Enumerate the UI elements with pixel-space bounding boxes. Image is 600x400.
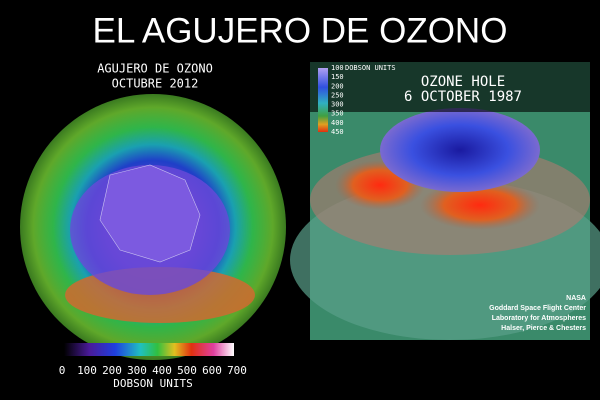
colorbar-tick: 400 bbox=[152, 364, 172, 377]
credit: NASA bbox=[566, 295, 586, 302]
legend-tick: 250 bbox=[331, 91, 344, 99]
credit: Laboratory for Atmospheres bbox=[492, 315, 586, 322]
colorbar-tick: 200 bbox=[102, 364, 122, 377]
legend-tick: 350 bbox=[331, 110, 344, 118]
colorbar-tick: 300 bbox=[127, 364, 147, 377]
right-title: OZONE HOLE bbox=[421, 74, 505, 90]
legend-tick: 200 bbox=[331, 82, 344, 90]
credit: Goddard Space Flight Center bbox=[489, 305, 586, 312]
right-date: 6 OCTOBER 1987 bbox=[404, 89, 522, 105]
colorbar-tick: 100 bbox=[77, 364, 97, 377]
colorbar-tick: 0 bbox=[59, 364, 66, 377]
legend-unit: DOBSON UNITS bbox=[345, 64, 396, 72]
legend-tick: 450 bbox=[331, 128, 344, 136]
colorbar-tick: 600 bbox=[202, 364, 222, 377]
colorbar-unit: DOBSON UNITS bbox=[113, 377, 192, 390]
legend-tick: 300 bbox=[331, 101, 344, 109]
colorbar-tick: 700 bbox=[227, 364, 247, 377]
legend-tick: 150 bbox=[331, 73, 344, 81]
credit: Halser, Pierce & Chesters bbox=[501, 325, 586, 332]
legend-tick: 400 bbox=[331, 119, 344, 127]
left-image: AGUJERO DE OZONO OCTUBRE 2012 0 100 200 300… bbox=[20, 62, 286, 390]
legend-bar bbox=[318, 68, 328, 132]
colorbar-tick: 500 bbox=[177, 364, 197, 377]
legend-tick: 100 bbox=[331, 64, 344, 72]
colorbar bbox=[64, 343, 234, 356]
left-date: OCTUBRE 2012 bbox=[112, 77, 199, 91]
title: EL AGUJERO DE OZONO bbox=[93, 11, 508, 50]
left-title: AGUJERO DE OZONO bbox=[97, 62, 213, 76]
